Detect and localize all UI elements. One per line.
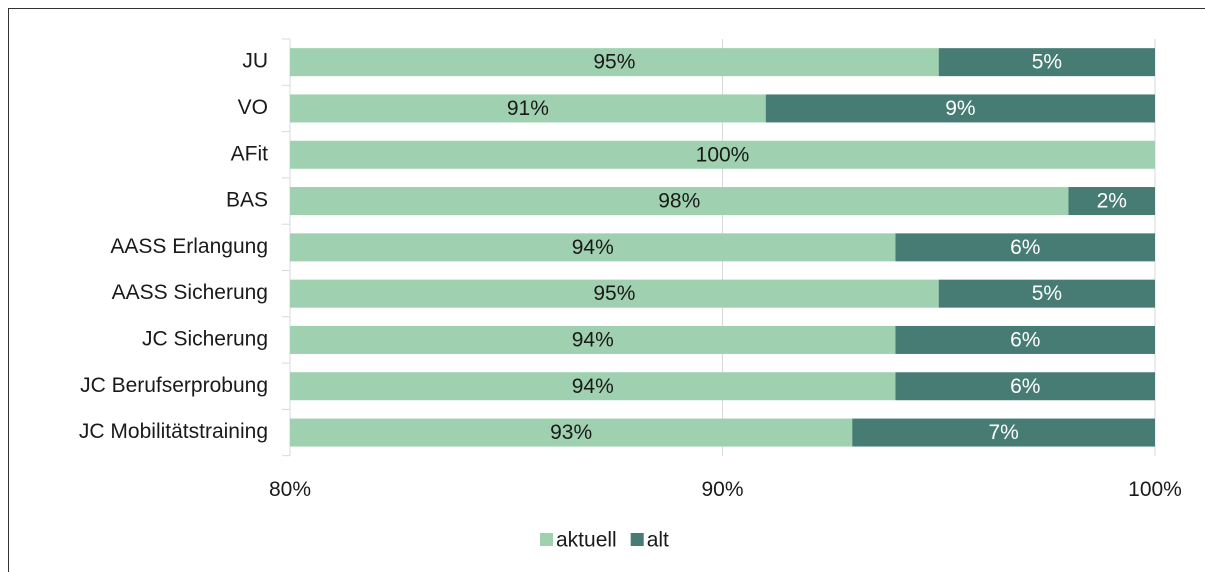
data-label: 98% [658, 190, 700, 213]
x-tick-label: 90% [701, 478, 743, 501]
bar-segment [895, 372, 1155, 401]
y-tick-label: JC Mobilitätstraining [79, 420, 268, 443]
y-tick-label: AASS Erlangung [110, 235, 268, 258]
data-label: 9% [945, 97, 975, 120]
bar-segment [290, 233, 896, 262]
y-tick-label: JC Sicherung [142, 327, 268, 350]
y-tick-label: VO [238, 96, 268, 119]
data-label: 5% [1032, 51, 1062, 74]
data-label: 7% [988, 421, 1018, 444]
data-label: 94% [572, 236, 614, 259]
legend-swatch [630, 533, 644, 546]
bar-segment [290, 418, 853, 447]
bar-segment [852, 418, 1155, 447]
bar-segment [290, 48, 939, 77]
data-label: 6% [1010, 236, 1040, 259]
x-tick-label: 100% [1128, 478, 1182, 501]
bar-segment [290, 140, 1155, 169]
bar-segment [765, 94, 1155, 123]
data-label: 95% [593, 51, 635, 74]
bar-segment [290, 279, 939, 308]
legend-label: aktuell [556, 529, 617, 552]
bar-segment [938, 279, 1155, 308]
bar-segment [290, 325, 896, 354]
data-label: 6% [1010, 375, 1040, 398]
data-label: 93% [550, 421, 592, 444]
data-label: 95% [593, 282, 635, 305]
data-label: 2% [1097, 190, 1127, 213]
x-tick-label: 80% [269, 478, 311, 501]
data-label: 94% [572, 328, 614, 351]
legend-label: alt [647, 529, 669, 552]
bar-segment [290, 94, 766, 123]
frame [8, 8, 1205, 572]
bar-segment [290, 187, 1069, 216]
bar-segment [938, 48, 1155, 77]
bar-segment [895, 233, 1155, 262]
y-tick-label: JC Berufserprobung [80, 374, 268, 397]
legend-swatch [540, 533, 553, 546]
data-label: 6% [1010, 328, 1040, 351]
y-tick-label: JU [242, 50, 268, 73]
y-tick-label: AFit [231, 142, 269, 165]
bar-segment [1068, 187, 1155, 216]
data-label: 100% [696, 143, 750, 166]
data-label: 5% [1032, 282, 1062, 305]
bar-segment [895, 325, 1155, 354]
data-label: 94% [572, 375, 614, 398]
data-label: 91% [507, 97, 549, 120]
y-tick-label: AASS Sicherung [112, 281, 268, 304]
y-tick-label: BAS [226, 189, 268, 212]
bar-segment [290, 372, 896, 401]
